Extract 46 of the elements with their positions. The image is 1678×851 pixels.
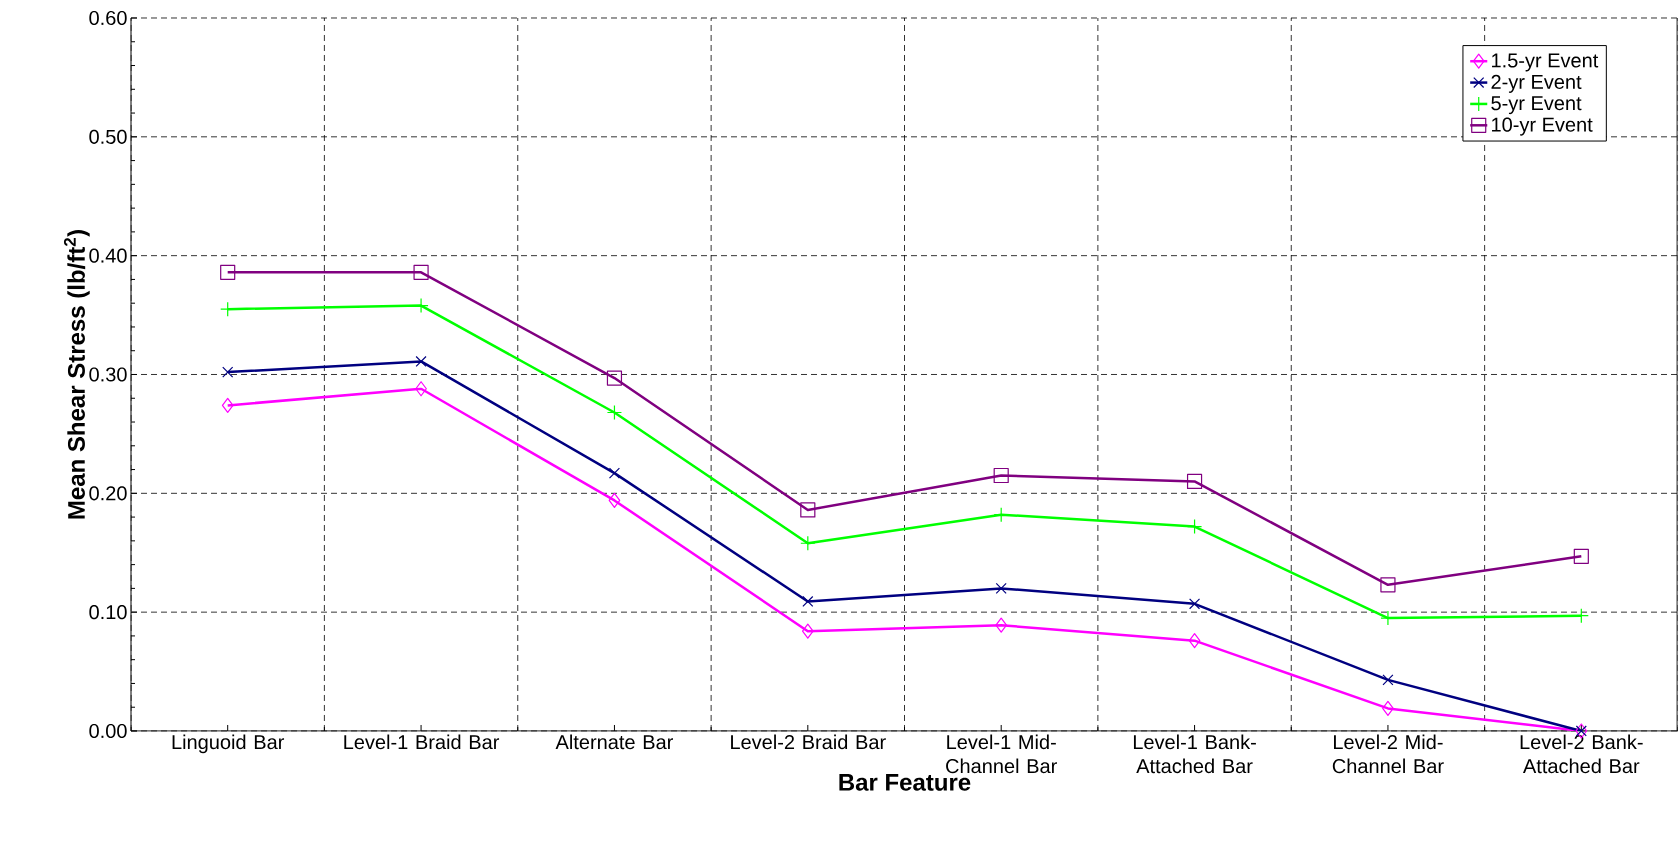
y-axis-title: Mean Shear Stress (lb/ft$^{2}$) xyxy=(63,230,90,519)
point xyxy=(415,355,427,367)
y-tick-label: 0.00 xyxy=(89,723,127,739)
point xyxy=(800,502,816,518)
x-tick-label: Level-1 Bank-Attached Bar xyxy=(1133,734,1256,774)
point xyxy=(995,582,1007,594)
y-tick-label: 0.30 xyxy=(89,367,127,382)
y-tick-label: 0.10 xyxy=(89,605,127,620)
y-tick-label: 0.20 xyxy=(89,486,127,501)
point xyxy=(802,595,814,608)
point xyxy=(413,264,429,280)
point xyxy=(801,623,814,639)
x-tick-label: Level-2 Mid-Channel Bar xyxy=(1332,734,1444,774)
x-tick-label: Level-2 Braid Bar xyxy=(731,734,886,750)
x-tick-label: Alternate Bar xyxy=(555,734,674,750)
point xyxy=(1380,577,1396,593)
point xyxy=(1188,633,1201,649)
x-axis-title: Bar Feature xyxy=(839,774,971,791)
x-tick-label: Level-1 Mid-Channel Bar xyxy=(946,734,1057,774)
point xyxy=(606,370,623,386)
y-tick-label: 0.50 xyxy=(89,129,127,144)
y-tick-label: 0.60 xyxy=(89,10,127,26)
legend-label: 10-yr Event xyxy=(1492,117,1593,136)
legend-label: 5-yr Event xyxy=(1491,96,1582,115)
x-tick-label: Level-2 Bank-Attached Bar xyxy=(1520,734,1643,774)
point xyxy=(221,397,234,413)
point xyxy=(1382,700,1394,717)
point xyxy=(993,467,1009,484)
point xyxy=(220,264,236,280)
point xyxy=(608,492,621,509)
x-tick-label: Linguoid Bar xyxy=(172,734,285,754)
point xyxy=(415,381,427,397)
point xyxy=(1186,519,1203,535)
point xyxy=(606,404,623,421)
point xyxy=(800,535,816,551)
point xyxy=(1382,674,1394,686)
y-tick-label: 0.40 xyxy=(89,248,127,263)
point xyxy=(222,366,234,378)
point xyxy=(995,617,1008,633)
legend-label: 1.5-yr Event xyxy=(1492,53,1599,72)
point xyxy=(1573,548,1589,564)
legend-label: 2-yr Event xyxy=(1491,74,1582,93)
point xyxy=(1186,473,1203,490)
x-tick-label: Level-1 Braid Bar xyxy=(344,734,500,750)
point xyxy=(608,467,620,479)
point xyxy=(1189,598,1201,610)
